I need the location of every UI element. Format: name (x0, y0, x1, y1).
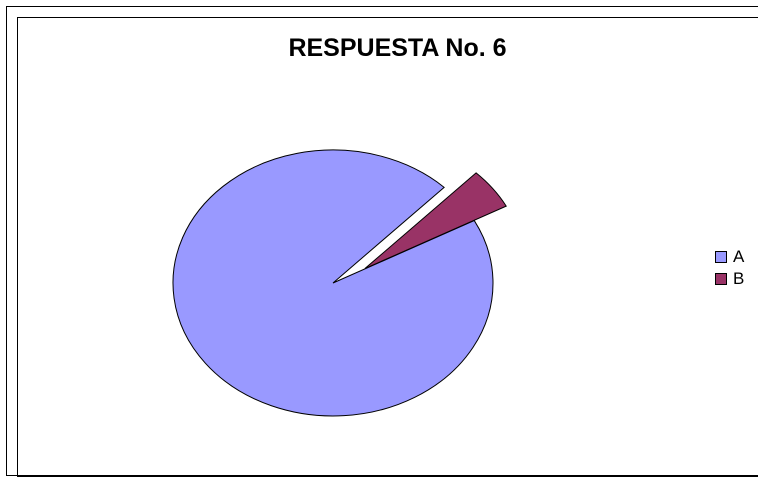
legend-swatch-a (715, 251, 727, 263)
legend-label-a: A (733, 247, 745, 266)
chart-title: RESPUESTA No. 6 (288, 34, 507, 62)
legend-item-a: A (715, 246, 744, 268)
legend-swatch-b (715, 273, 727, 285)
pie-slice-b (364, 172, 507, 270)
legend-item-b: B (715, 268, 744, 290)
legend-label-b: B (733, 269, 745, 288)
pie-slice-a (172, 149, 494, 417)
